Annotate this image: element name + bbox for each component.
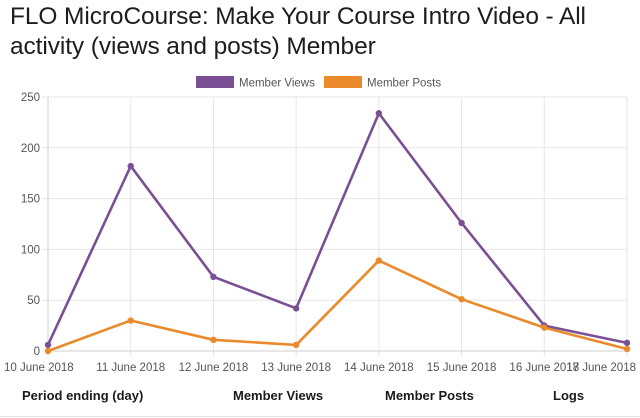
data-point-0 xyxy=(127,162,134,170)
legend-swatch-0 xyxy=(196,76,234,88)
series-line-0 xyxy=(46,111,629,347)
x-tick-label: 17 June 2018 xyxy=(566,362,636,374)
page-title: FLO MicroCourse: Make Your Course Intro … xyxy=(10,3,586,60)
x-tick-label: 14 June 2018 xyxy=(344,362,414,374)
y-axis: 0 50 100 150 200 250 xyxy=(21,92,40,358)
y-tick-label: 200 xyxy=(21,143,40,155)
data-point-1 xyxy=(623,345,631,353)
data-point-1 xyxy=(375,257,383,264)
x-tick-label: 11 June 2018 xyxy=(96,362,165,374)
line-chart: Member Views Member Posts 0 50 100 150 200 250… xyxy=(4,76,636,374)
legend-label-0: Member Views xyxy=(239,78,315,90)
x-tick-label: 16 June 2018 xyxy=(509,362,579,374)
data-table-header: Period ending (day) Member Views Member … xyxy=(0,380,640,417)
legend-label-1: Member Posts xyxy=(367,78,441,90)
chart-series xyxy=(44,110,631,355)
y-tick-label: 0 xyxy=(34,346,40,358)
data-point-0 xyxy=(375,110,383,117)
data-point-0 xyxy=(210,273,217,281)
data-point-0 xyxy=(292,305,300,312)
data-point-0 xyxy=(44,341,52,349)
chart-legend: Member Views Member Posts xyxy=(196,76,441,90)
column-header-logs[interactable]: Logs xyxy=(553,388,585,403)
legend-swatch-1 xyxy=(324,76,362,88)
column-header-member-views[interactable]: Member Views xyxy=(233,388,324,403)
series-line-1 xyxy=(46,259,629,353)
x-tick-label: 10 June 2018 xyxy=(4,362,74,374)
data-point-1 xyxy=(458,295,465,303)
data-point-1 xyxy=(44,347,52,355)
y-tick-label: 100 xyxy=(21,244,40,256)
x-tick-label: 13 June 2018 xyxy=(261,362,331,374)
data-point-1 xyxy=(541,324,548,331)
data-point-1 xyxy=(210,336,217,344)
data-point-0 xyxy=(623,339,631,347)
data-point-0 xyxy=(458,219,465,227)
column-header-member-posts[interactable]: Member Posts xyxy=(385,388,474,403)
data-point-1 xyxy=(127,317,134,324)
column-header-period[interactable]: Period ending (day) xyxy=(22,388,144,403)
x-tick-label: 12 June 2018 xyxy=(179,362,249,374)
y-tick-label: 50 xyxy=(27,295,40,307)
y-tick-label: 250 xyxy=(21,92,40,104)
y-tick-label: 150 xyxy=(21,194,40,206)
x-tick-label: 15 June 2018 xyxy=(427,362,497,374)
data-point-1 xyxy=(292,341,300,349)
chart-grid xyxy=(42,96,628,357)
x-axis: 10 June 2018 11 June 2018 12 June 2018 13 J… xyxy=(4,362,636,374)
